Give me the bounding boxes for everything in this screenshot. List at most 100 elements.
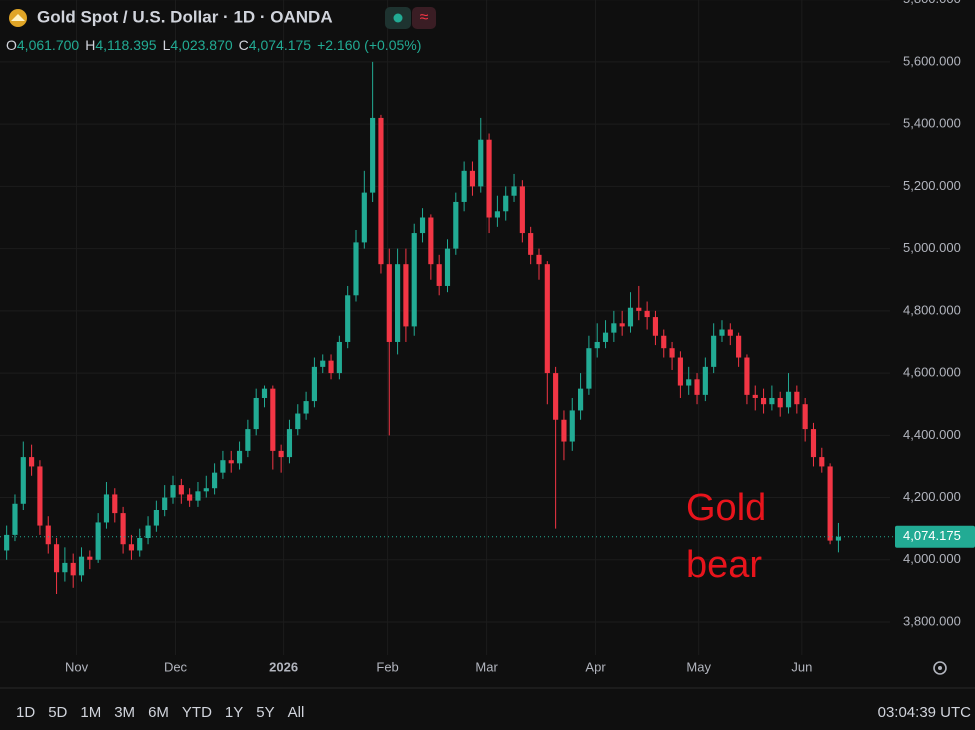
candle-body: [53, 544, 60, 573]
candle-body: [245, 429, 251, 451]
candle-body: [760, 397, 767, 405]
candle-body: [644, 310, 650, 318]
y-tick-label: 4,000.000: [903, 551, 961, 566]
candle-body: [378, 117, 384, 265]
candle-body: [802, 404, 808, 430]
ohlc-value: 4,074.175: [249, 37, 311, 53]
candle-body: [145, 525, 151, 539]
status-glyph: ≈: [420, 9, 429, 26]
candle-body: [353, 242, 359, 296]
candle-body: [727, 329, 733, 336]
candle-body: [336, 341, 342, 374]
candle-body: [120, 513, 126, 545]
candle-body: [95, 522, 101, 560]
candle-body: [403, 264, 409, 327]
x-tick-label: Dec: [164, 659, 188, 674]
candle-body: [736, 335, 742, 358]
last-price-label: 4,074.175: [903, 528, 961, 543]
candle-body: [203, 488, 209, 492]
candle-body: [20, 457, 26, 504]
candle-body: [578, 388, 584, 411]
candle-body: [295, 413, 301, 430]
candle-body: [128, 544, 134, 551]
candle-body: [62, 562, 68, 573]
candle-body: [611, 323, 617, 333]
candle-body: [270, 388, 276, 451]
y-tick-label: 5,800.000: [903, 0, 961, 6]
candle-body: [195, 491, 201, 501]
candle-body: [411, 233, 417, 327]
chart-title: Gold Spot / U.S. Dollar · 1D · OANDA: [37, 7, 333, 26]
candle-body: [636, 307, 642, 311]
candle-body: [503, 195, 509, 212]
candle-body: [178, 485, 184, 495]
candle-body: [769, 397, 775, 405]
settings-icon[interactable]: [933, 661, 947, 675]
candle-body: [702, 366, 708, 395]
candle-body: [436, 264, 442, 286]
x-tick-label: Jun: [791, 659, 812, 674]
candle-body: [661, 335, 667, 349]
candle-body: [386, 264, 392, 342]
candle-body: [78, 556, 85, 576]
candle-body: [311, 366, 317, 402]
candle-body: [345, 295, 351, 342]
annotation: bear: [686, 544, 762, 586]
y-tick-label: 5,400.000: [903, 116, 961, 131]
candle-body: [70, 562, 76, 576]
candle-body: [819, 457, 825, 467]
settings-icon-center: [938, 666, 942, 670]
candle-body: [103, 494, 110, 523]
candle-body: [569, 410, 575, 442]
y-tick-label: 4,800.000: [903, 302, 961, 317]
candle-body: [594, 341, 600, 349]
range-button[interactable]: 1Y: [225, 704, 243, 721]
status-pill[interactable]: [412, 7, 436, 29]
candle-body: [719, 329, 725, 336]
ohlc-change: +2.160 (+0.05%): [317, 37, 421, 53]
candle-body: [835, 536, 842, 541]
y-tick-label: 4,200.000: [903, 489, 961, 504]
x-tick-label: 2026: [269, 659, 298, 674]
candle-body: [677, 357, 683, 386]
candle-body: [419, 217, 426, 234]
candle-body: [486, 139, 492, 218]
x-tick-label: Mar: [475, 659, 498, 674]
ohlc-key: H: [85, 37, 95, 53]
candle-body: [752, 394, 758, 398]
candle-body: [461, 170, 467, 202]
candle-body: [794, 391, 800, 405]
range-button[interactable]: YTD: [182, 704, 212, 721]
x-tick-label: Nov: [65, 659, 89, 674]
candle-body: [37, 466, 43, 526]
ohlc-value: 4,061.700: [17, 37, 79, 53]
x-tick-label: Feb: [376, 659, 398, 674]
candle-body: [669, 348, 675, 358]
candle-body: [395, 264, 401, 342]
candle-body: [511, 186, 517, 196]
candle-body: [602, 332, 609, 342]
candle-body: [785, 391, 792, 408]
candle-body: [286, 429, 293, 458]
range-button[interactable]: 1D: [16, 704, 35, 721]
candle-body: [428, 217, 434, 265]
symbol-icon-glyph: [11, 14, 25, 21]
candle-body: [87, 556, 93, 560]
candle-body: [112, 494, 118, 514]
candle-body: [810, 429, 817, 458]
range-button[interactable]: 5D: [48, 704, 67, 721]
x-tick-label: May: [686, 659, 711, 674]
range-button[interactable]: 5Y: [256, 704, 274, 721]
range-button[interactable]: 1M: [80, 704, 101, 721]
candle-body: [4, 534, 10, 551]
range-button[interactable]: All: [288, 704, 305, 721]
range-button[interactable]: 3M: [114, 704, 135, 721]
annotation: Gold: [686, 487, 766, 529]
candle-body: [469, 170, 476, 187]
candle-body: [212, 472, 218, 489]
range-button[interactable]: 6M: [148, 704, 169, 721]
candle-body: [494, 211, 500, 218]
candle-body: [320, 360, 326, 367]
